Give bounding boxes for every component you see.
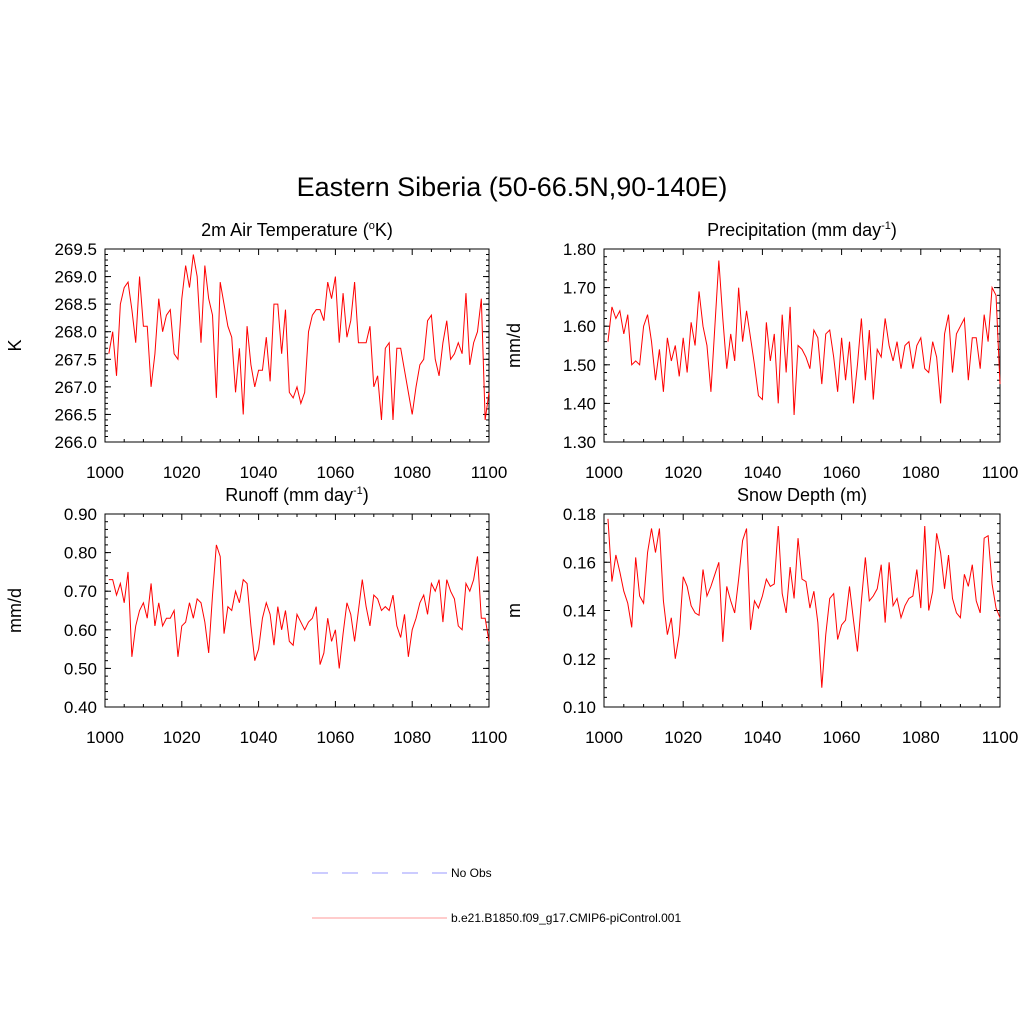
runoff-title-superscript: -1	[353, 485, 363, 497]
legend-label-model: b.e21.B1850.f09_g17.CMIP6-piControl.001	[451, 911, 681, 925]
precipitation-y-tick-label: 1.50	[563, 356, 596, 375]
snow-depth-series-line	[607, 518, 1001, 688]
runoff-plot-frame	[104, 513, 490, 708]
air-temperature-title-text: 2m Air Temperature (	[201, 220, 369, 240]
precipitation-y-axis-label: mm/d	[504, 323, 524, 368]
air-temperature-y-tick-label: 269.0	[54, 268, 97, 287]
runoff-title-text: Runoff (mm day	[225, 485, 353, 505]
precipitation-y-tick-label: 1.80	[563, 240, 596, 259]
runoff-y-tick-label: 0.70	[64, 582, 97, 601]
air-temperature-plot-frame	[104, 248, 490, 443]
runoff-series-line	[108, 544, 490, 669]
runoff-x-tick-label: 1080	[393, 728, 431, 747]
air-temperature-title-superscript: o	[369, 220, 375, 232]
precipitation-y-tick-label: 1.60	[563, 317, 596, 336]
legend: No Obs b.e21.B1850.f09_g17.CMIP6-piContr…	[312, 866, 681, 925]
chart-panel-runoff: 1000 1020 1040 1060 1080 1100 0.40 0.50 0.60 0.70…	[5, 485, 507, 747]
snow-depth-x-tick-label: 1080	[902, 728, 940, 747]
air-temperature-y-tick-label: 266.5	[54, 405, 97, 424]
runoff-y-axis-label: mm/d	[5, 588, 25, 633]
air-temperature-x-tick-label: 1000	[86, 463, 124, 482]
air-temperature-x-tick-label: 1060	[316, 463, 354, 482]
runoff-y-tick-label: 0.90	[64, 505, 97, 524]
precipitation-y-tick-label: 1.30	[563, 433, 596, 452]
precipitation-y-tick-label: 1.40	[563, 394, 596, 413]
air-temperature-y-axis-label: K	[5, 339, 25, 351]
air-temperature-y-tick-label: 268.0	[54, 323, 97, 342]
chart-panel-air-temperature: 1000 1020 1040 1060 1080 1100 266.0 266.5 267.0 2…	[5, 220, 507, 482]
air-temperature-title-suffix: K)	[375, 220, 393, 240]
air-temperature-y-tick-label: 267.5	[54, 350, 97, 369]
snow-depth-x-tick-label: 1060	[823, 728, 861, 747]
precipitation-x-tick-label: 1000	[585, 463, 623, 482]
precipitation-title-text: Precipitation (mm day	[707, 220, 881, 240]
precipitation-x-tick-label: 1100	[982, 463, 1019, 482]
air-temperature-x-tick-label: 1080	[393, 463, 431, 482]
air-temperature-y-tick-label: 269.5	[54, 240, 97, 259]
runoff-x-tick-label: 1000	[86, 728, 124, 747]
snow-depth-y-tick-label: 0.12	[563, 650, 596, 669]
runoff-panel-title: Runoff (mm day-1)	[225, 485, 369, 505]
snow-depth-y-tick-label: 0.14	[563, 602, 596, 621]
snow-depth-panel-title: Snow Depth (m)	[737, 485, 867, 505]
snow-depth-y-tick-label: 0.18	[563, 505, 596, 524]
figure-title: Eastern Siberia (50-66.5N,90-140E)	[297, 172, 728, 202]
snow-depth-title-text: Snow Depth (m)	[737, 485, 867, 505]
runoff-x-tick-label: 1020	[163, 728, 201, 747]
runoff-y-tick-label: 0.80	[64, 544, 97, 563]
snow-depth-x-tick-label: 1020	[664, 728, 702, 747]
chart-panel-snow-depth: 1000 1020 1040 1060 1080 1100 0.10 0.12 0.14 0.16…	[504, 485, 1018, 747]
runoff-x-tick-label: 1100	[471, 728, 508, 747]
air-temperature-y-tick-label: 268.5	[54, 295, 97, 314]
air-temperature-x-tick-label: 1040	[240, 463, 278, 482]
runoff-x-tick-label: 1040	[240, 728, 278, 747]
snow-depth-y-tick-label: 0.16	[563, 553, 596, 572]
air-temperature-y-tick-label: 266.0	[54, 433, 97, 452]
runoff-title-suffix: )	[363, 485, 369, 505]
legend-label-no-obs: No Obs	[451, 866, 492, 880]
panels: 1000 1020 1040 1060 1080 1100 266.0 266.5 267.0 2…	[5, 220, 1018, 747]
air-temperature-x-tick-label: 1020	[163, 463, 201, 482]
air-temperature-series-line	[108, 254, 490, 421]
snow-depth-x-tick-label: 1000	[585, 728, 623, 747]
runoff-y-tick-label: 0.60	[64, 621, 97, 640]
precipitation-series-line	[607, 260, 1001, 416]
precipitation-x-tick-label: 1080	[902, 463, 940, 482]
runoff-y-tick-label: 0.40	[64, 698, 97, 717]
precipitation-x-tick-label: 1060	[823, 463, 861, 482]
snow-depth-y-axis-label: m	[504, 603, 524, 618]
precipitation-x-tick-label: 1040	[743, 463, 781, 482]
precipitation-y-tick-label: 1.70	[563, 279, 596, 298]
air-temperature-x-tick-label: 1100	[471, 463, 508, 482]
precipitation-plot-frame	[603, 248, 1001, 443]
precipitation-title-suffix: )	[891, 220, 897, 240]
snow-depth-x-tick-label: 1040	[743, 728, 781, 747]
runoff-x-tick-label: 1060	[316, 728, 354, 747]
precipitation-title-superscript: -1	[881, 220, 891, 232]
snow-depth-x-tick-label: 1100	[982, 728, 1019, 747]
air-temperature-panel-title: 2m Air Temperature (oK)	[201, 220, 393, 240]
snow-depth-y-tick-label: 0.10	[563, 698, 596, 717]
runoff-y-tick-label: 0.50	[64, 659, 97, 678]
snow-depth-plot-frame	[603, 513, 1001, 708]
precipitation-panel-title: Precipitation (mm day-1)	[707, 220, 897, 240]
chart-panel-precipitation: 1000 1020 1040 1060 1080 1100 1.30 1.40 1.50 1.60…	[504, 220, 1018, 482]
air-temperature-y-tick-label: 267.0	[54, 378, 97, 397]
precipitation-x-tick-label: 1020	[664, 463, 702, 482]
